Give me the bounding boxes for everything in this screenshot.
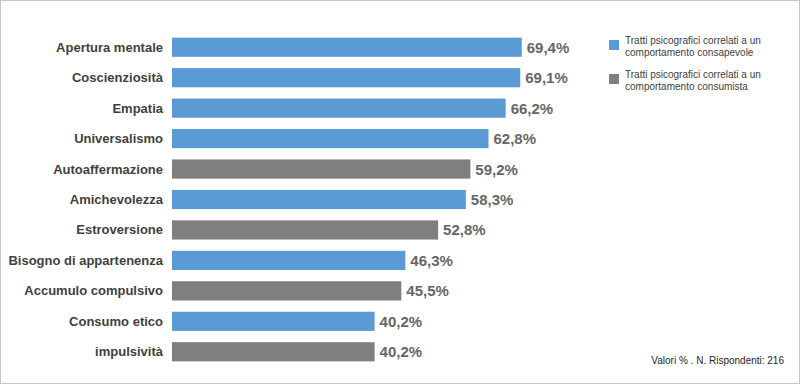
category-label: Bisogno di appartenenza	[8, 253, 163, 268]
category-label: impulsività	[95, 344, 164, 359]
bar	[172, 99, 506, 118]
category-label: Apertura mentale	[56, 40, 163, 55]
frame	[1, 1, 800, 384]
data-label: 62,8%	[494, 130, 537, 147]
category-label: Estroversione	[76, 222, 163, 237]
data-label: 45,5%	[406, 282, 449, 299]
data-label: 40,2%	[380, 343, 423, 360]
bar	[172, 220, 438, 239]
bar	[172, 281, 401, 300]
legend: Tratti psicografici correlati a uncompor…	[609, 35, 761, 92]
data-label: 69,4%	[527, 39, 570, 56]
legend-swatch	[609, 40, 619, 50]
bar	[172, 38, 522, 57]
data-label: 59,2%	[475, 161, 518, 178]
data-label: 66,2%	[511, 100, 554, 117]
bar	[172, 190, 466, 209]
data-label: 52,8%	[443, 221, 486, 238]
bar	[172, 159, 470, 178]
category-label: Universalismo	[74, 131, 163, 146]
data-label: 58,3%	[471, 191, 514, 208]
chart: Apertura mentale Coscienziosità Empatia Uni…	[0, 0, 800, 384]
annotation: Valori % . N. Rispondenti: 216	[651, 355, 784, 366]
data-label: 69,1%	[525, 69, 568, 86]
category-label: Coscienziosità	[72, 70, 164, 85]
category-label: Amichevolezza	[70, 192, 164, 207]
bar	[172, 251, 405, 270]
category-label: Accumulo compulsivo	[24, 283, 163, 298]
legend-label: Tratti psicografici correlati a uncompor…	[625, 69, 761, 92]
data-label: 46,3%	[410, 252, 453, 269]
bar	[172, 312, 375, 331]
bars	[172, 38, 522, 362]
category-label: Consumo etico	[69, 314, 163, 329]
bar	[172, 129, 489, 148]
bar	[172, 342, 375, 361]
category-label: Empatia	[112, 101, 163, 116]
legend-label: Tratti psicografici correlati a uncompor…	[625, 35, 761, 58]
bar	[172, 68, 520, 87]
data-label: 40,2%	[380, 313, 423, 330]
legend-swatch	[609, 74, 619, 84]
category-label: Autoaffermazione	[53, 162, 163, 177]
